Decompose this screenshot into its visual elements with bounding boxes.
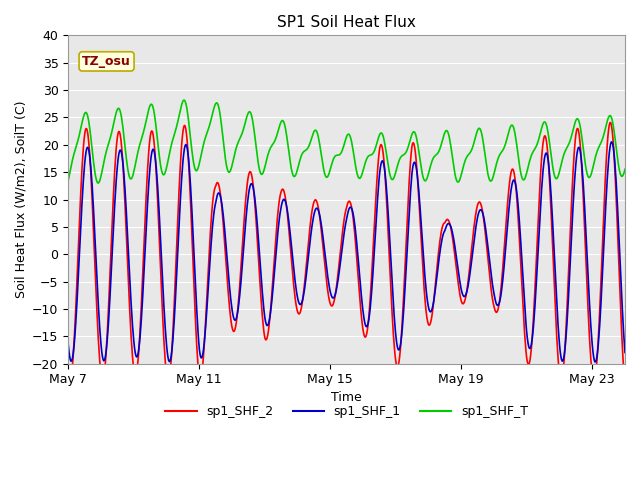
- sp1_SHF_T: [95, 180, 102, 186]
- sp1_SHF_2: [353, 252, 360, 258]
- sp1_SHF_T: [354, 173, 362, 179]
- sp1_SHF_1: [621, 349, 629, 355]
- sp1_SHF_T: [621, 167, 629, 172]
- sp1_SHF_1: [177, 186, 185, 192]
- sp1_SHF_1: [140, 280, 147, 286]
- sp1_SHF_2: [490, 303, 498, 309]
- sp1_SHF_1: [65, 342, 72, 348]
- X-axis label: Time: Time: [332, 391, 362, 404]
- sp1_SHF_T: [401, 151, 409, 156]
- sp1_SHF_T: [492, 166, 499, 172]
- sp1_SHF_2: [65, 371, 72, 377]
- sp1_SHF_2: [621, 382, 629, 387]
- sp1_SHF_1: [490, 290, 498, 296]
- sp1_SHF_1: [400, 307, 408, 313]
- sp1_SHF_T: [129, 174, 136, 180]
- sp1_SHF_1: [591, 359, 599, 365]
- Line: sp1_SHF_T: sp1_SHF_T: [68, 100, 625, 183]
- Text: TZ_osu: TZ_osu: [82, 55, 131, 68]
- sp1_SHF_2: [140, 256, 147, 262]
- sp1_SHF_T: [180, 97, 188, 103]
- sp1_SHF_T: [178, 102, 186, 108]
- sp1_SHF_2: [177, 152, 185, 157]
- Line: sp1_SHF_1: sp1_SHF_1: [68, 142, 625, 362]
- Title: SP1 Soil Heat Flux: SP1 Soil Heat Flux: [277, 15, 416, 30]
- sp1_SHF_T: [65, 177, 72, 183]
- sp1_SHF_1: [607, 139, 615, 145]
- sp1_SHF_T: [140, 127, 148, 132]
- sp1_SHF_1: [353, 238, 360, 244]
- sp1_SHF_2: [400, 292, 408, 298]
- sp1_SHF_2: [128, 344, 136, 350]
- Line: sp1_SHF_2: sp1_SHF_2: [68, 122, 625, 384]
- Legend: sp1_SHF_2, sp1_SHF_1, sp1_SHF_T: sp1_SHF_2, sp1_SHF_1, sp1_SHF_T: [161, 400, 533, 423]
- sp1_SHF_1: [128, 312, 136, 317]
- Y-axis label: Soil Heat Flux (W/m2), SoilT (C): Soil Heat Flux (W/m2), SoilT (C): [15, 101, 28, 298]
- sp1_SHF_2: [607, 120, 614, 125]
